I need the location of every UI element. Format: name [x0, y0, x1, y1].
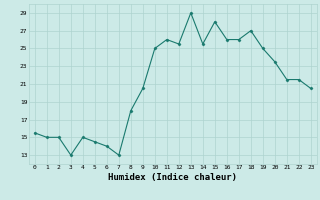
X-axis label: Humidex (Indice chaleur): Humidex (Indice chaleur)	[108, 173, 237, 182]
